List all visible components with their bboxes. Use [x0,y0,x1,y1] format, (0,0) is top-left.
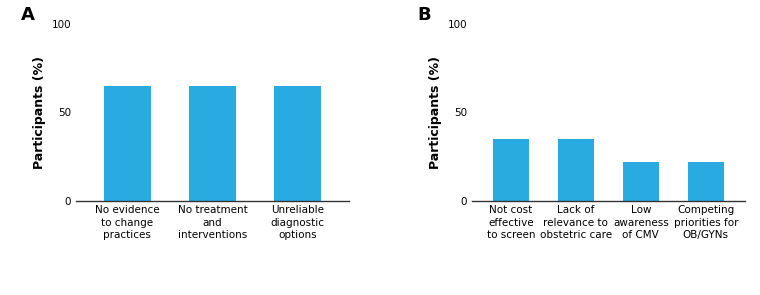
Bar [558,139,594,201]
Text: A: A [21,6,35,24]
Bar [274,86,321,201]
Bar [623,162,659,201]
Text: B: B [417,6,431,24]
Bar [493,139,529,201]
Y-axis label: Participants (%): Participants (%) [33,55,46,169]
Bar [103,86,150,201]
Bar [189,86,236,201]
Y-axis label: Participants (%): Participants (%) [429,55,442,169]
Bar [688,162,724,201]
